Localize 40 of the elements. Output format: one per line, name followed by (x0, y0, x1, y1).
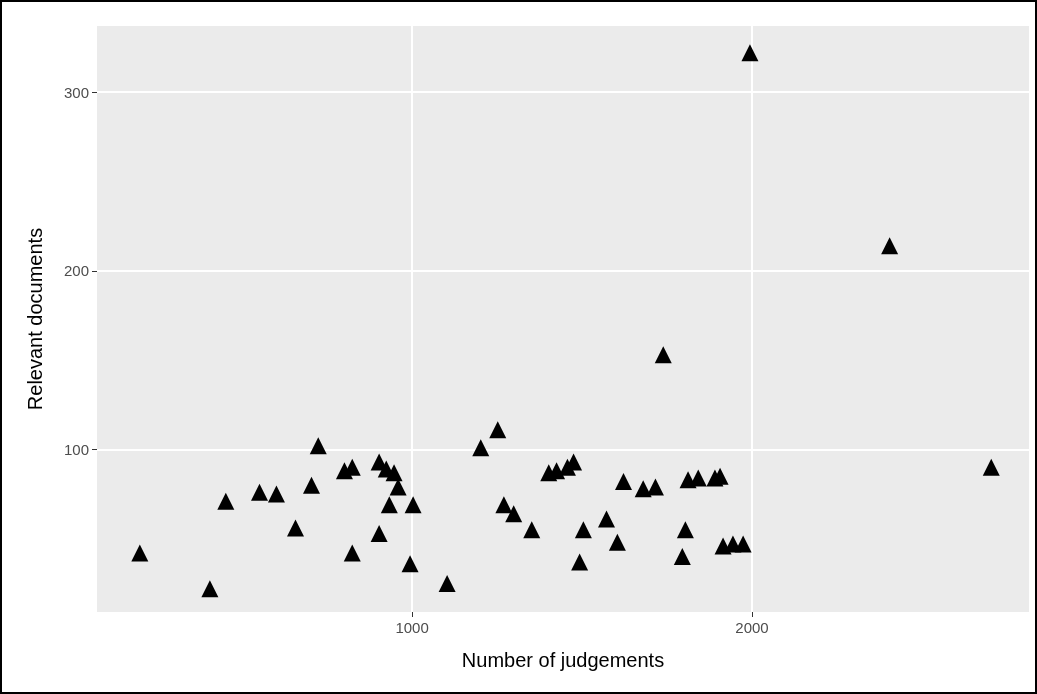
point (741, 44, 759, 62)
point (598, 510, 616, 528)
point (385, 464, 403, 482)
point (250, 483, 268, 501)
point (676, 521, 694, 539)
point (287, 519, 304, 537)
point (201, 580, 219, 598)
point (380, 496, 398, 514)
point (438, 574, 456, 592)
y-axis-title: Relevant documents (24, 227, 46, 411)
point (131, 544, 149, 562)
point (404, 496, 422, 514)
point (217, 492, 235, 510)
point (523, 521, 541, 539)
point (505, 505, 523, 523)
point (495, 496, 513, 514)
y-tick-label: 100 (63, 440, 89, 458)
point (673, 548, 691, 566)
point (472, 439, 490, 457)
x-axis-title: Number of judgements (461, 649, 665, 671)
point (401, 555, 419, 573)
point (370, 524, 388, 542)
point (309, 437, 327, 455)
y-tick-label: 300 (63, 83, 89, 101)
point (343, 544, 361, 562)
point (654, 346, 672, 364)
point (734, 535, 752, 553)
point (571, 553, 589, 571)
x-tick-label: 2000 (735, 619, 769, 636)
point (881, 237, 899, 255)
point (489, 421, 507, 439)
point (267, 485, 285, 503)
point (634, 480, 652, 498)
point (302, 476, 320, 494)
point (982, 458, 1000, 476)
point (608, 533, 626, 551)
y-tick-label: 200 (63, 262, 89, 280)
point (574, 521, 592, 539)
point (615, 473, 632, 491)
x-tick-label: 1000 (395, 619, 429, 636)
